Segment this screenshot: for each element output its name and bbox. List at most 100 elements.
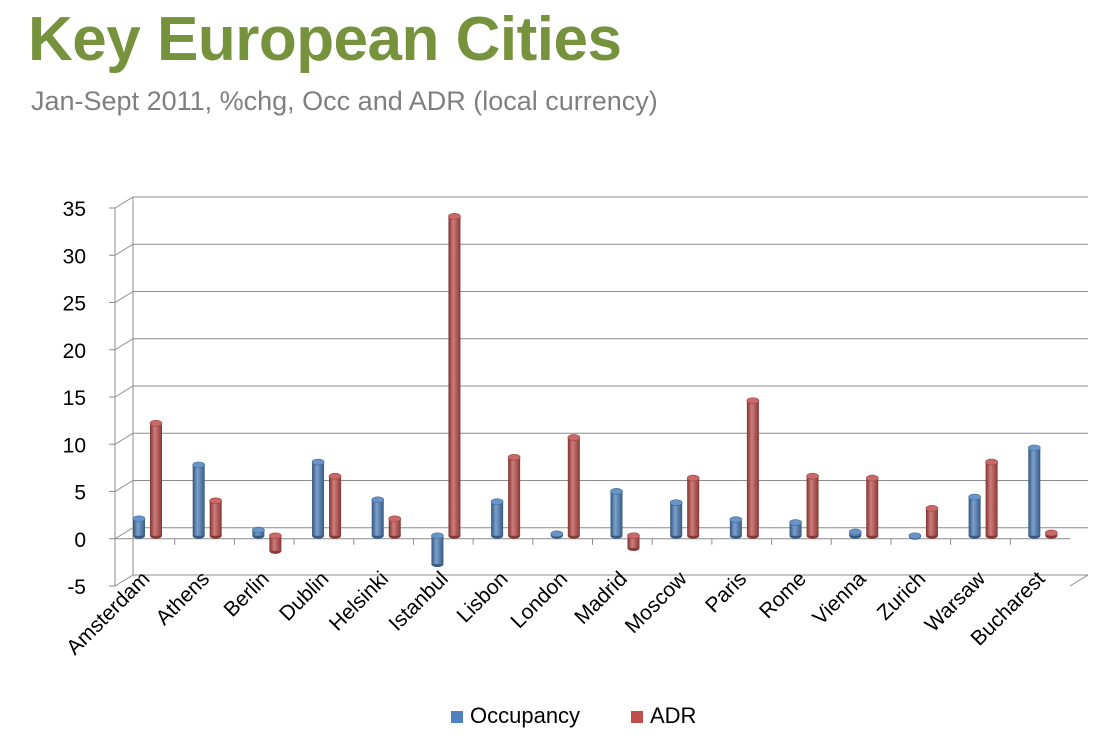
bar-body <box>150 423 162 536</box>
gridline-diag <box>114 527 134 540</box>
bar-adr-dublin <box>328 472 342 539</box>
gridline-diag <box>114 243 134 256</box>
bar-body <box>312 462 325 536</box>
bar-body <box>567 437 580 536</box>
bar-body <box>371 499 384 536</box>
bar-adr-amsterdam <box>149 419 163 539</box>
bar-cap <box>968 493 981 501</box>
y-tick-label: 25 <box>63 293 86 316</box>
bar-adr-athens <box>209 497 222 539</box>
x-tick-label: Helsinki <box>325 567 393 635</box>
bar-cap <box>627 532 640 540</box>
x-tick-label: Moscow <box>621 567 692 638</box>
bar-occupancy-vienna <box>848 528 862 539</box>
bar-body <box>985 462 998 536</box>
bar-cap <box>686 474 700 482</box>
y-tick-label: 10 <box>63 434 86 457</box>
bar-cap <box>669 499 683 506</box>
bar-cap <box>789 519 802 526</box>
bar-cap <box>908 532 922 540</box>
x-tick-label: Athens <box>152 567 215 630</box>
y-tick-label: 35 <box>63 198 86 221</box>
x-tick-label: Lisbon <box>452 567 512 627</box>
bar-cap <box>269 532 282 540</box>
bar-body <box>866 478 879 536</box>
x-tick-label: Istanbul <box>385 567 453 635</box>
bar-cap <box>610 488 623 495</box>
bar-adr-rome <box>806 472 819 539</box>
bar-cap <box>507 454 521 461</box>
gridline-diag <box>114 574 134 587</box>
bar-cap <box>149 419 163 427</box>
bar-occupancy-dublin <box>311 458 325 539</box>
bar-body <box>388 518 401 536</box>
bar-cap <box>431 532 444 540</box>
bar-cap <box>985 458 998 466</box>
gridline-diag <box>114 291 134 303</box>
gridline-diag <box>114 338 134 351</box>
bar-occupancy-istanbul <box>431 532 444 568</box>
bar-occupancy-paris <box>729 516 743 539</box>
bar-body <box>925 508 938 536</box>
slide-subtitle: Jan-Sept 2011, %chg, Occ and ADR (local … <box>31 86 658 116</box>
bar-body <box>789 522 802 536</box>
bar-cap <box>252 526 265 534</box>
bar-body <box>329 476 342 536</box>
legend-label: Occupancy <box>470 703 580 728</box>
bar-occupancy-zurich <box>908 532 922 540</box>
bar-adr-madrid <box>627 532 640 552</box>
bar-adr-istanbul <box>448 213 461 539</box>
bar-body <box>670 502 683 536</box>
floor-edge <box>1069 574 1089 587</box>
y-tick-label: -5 <box>67 576 86 599</box>
bar-occupancy-rome <box>789 519 802 539</box>
bar-body <box>133 518 145 536</box>
legend-swatch <box>451 711 463 723</box>
bar-adr-london <box>567 434 581 539</box>
bar-adr-warsaw <box>985 458 998 539</box>
bar-adr-zurich <box>925 505 939 539</box>
bar-occupancy-moscow <box>669 499 683 539</box>
x-tick-label: London <box>506 567 572 633</box>
bar-occupancy-london <box>550 530 564 539</box>
legend-swatch <box>631 711 643 723</box>
bar-cap <box>746 397 760 404</box>
bar-body <box>610 491 623 536</box>
bar-cap <box>209 497 222 505</box>
bar-body <box>746 400 759 536</box>
bar-cap <box>448 213 461 220</box>
bar-cap <box>806 472 819 480</box>
bar-occupancy-athens <box>192 461 205 539</box>
legend: Occupancy ADR <box>451 703 696 728</box>
gridline-diag <box>114 432 134 445</box>
bar-body <box>687 478 700 536</box>
bars <box>132 213 1058 568</box>
bar-cap <box>311 458 325 466</box>
bar-cap <box>729 516 743 523</box>
bar-occupancy-amsterdam <box>132 515 146 539</box>
bar-body <box>508 457 521 536</box>
bar-body <box>209 500 222 536</box>
bar-adr-berlin <box>269 532 282 554</box>
y-tick-label: 15 <box>63 387 86 410</box>
bar-adr-lisbon <box>507 454 521 539</box>
bar-body <box>1028 447 1041 536</box>
bar-cap <box>388 515 402 523</box>
bar-cap <box>192 461 205 469</box>
slide-title: Key European Cities <box>28 5 622 74</box>
bar-occupancy-lisbon <box>490 498 504 539</box>
y-tick-label: 5 <box>74 482 86 505</box>
y-tick-label: 20 <box>63 340 86 363</box>
y-tick-label: 30 <box>63 245 86 268</box>
legend-item-occupancy: Occupancy <box>451 703 580 728</box>
bar-body <box>627 535 640 549</box>
bar-occupancy-warsaw <box>968 493 981 539</box>
bar-adr-moscow <box>686 474 700 539</box>
legend-item-adr: ADR <box>631 703 696 728</box>
bar-cap <box>371 496 385 504</box>
gridline-diag <box>114 480 134 492</box>
bar-adr-paris <box>746 397 760 539</box>
bar-occupancy-bucharest <box>1028 444 1041 539</box>
